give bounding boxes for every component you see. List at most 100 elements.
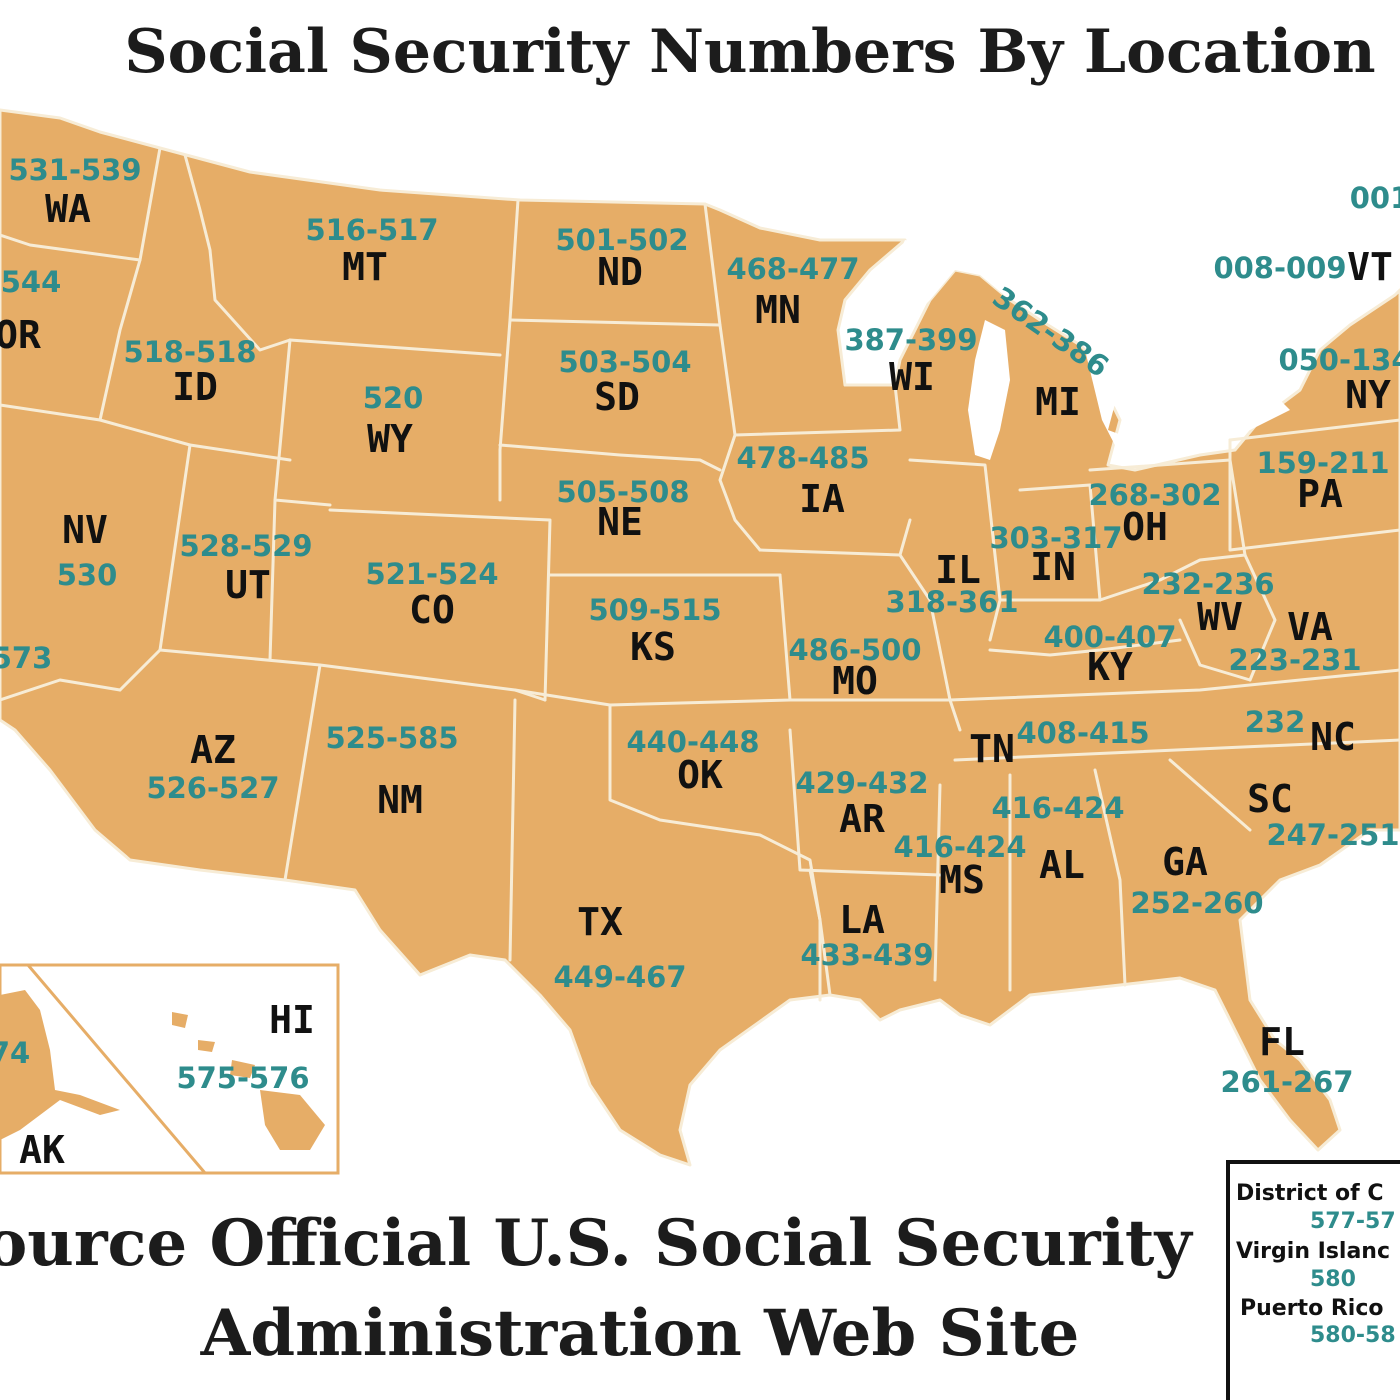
hawaii-maui [230, 1060, 255, 1078]
legend-vi-code: 580 [1310, 1267, 1356, 1292]
state-abbr-wv: WV [1197, 595, 1243, 639]
state-abbr-mt: MT [342, 245, 388, 289]
ssn-range-mn: 468-477 [726, 252, 859, 286]
hawaii-kauai [172, 1012, 188, 1028]
ssn-range-nd: 501-502 [555, 223, 688, 257]
state-abbr-vt: VT [1347, 245, 1393, 289]
state-abbr-fl: FL [1259, 1020, 1305, 1064]
ssn-range-oh: 268-302 [1088, 478, 1221, 512]
state-abbr-or: OR [0, 313, 41, 357]
ssn-range-wy: 520 [363, 381, 424, 415]
ssn-range-mo: 486-500 [788, 633, 921, 667]
state-abbr-id: ID [172, 365, 218, 409]
ssn-range-va: 223-231 [1228, 643, 1361, 677]
state-abbr-in: IN [1030, 545, 1076, 589]
ssn-range-nm: 525-585 [325, 721, 458, 755]
ssn-range-nc: 232 [1245, 705, 1306, 739]
state-abbr-la: LA [839, 898, 885, 942]
state-abbr-hi: HI [269, 998, 315, 1042]
ssn-range-co: 521-524 [365, 557, 498, 591]
state-abbr-sd: SD [594, 375, 640, 419]
ssn-range-ny: 050-134 [1278, 343, 1400, 377]
hawaii-oahu [198, 1040, 215, 1052]
state-abbr-sc: SC [1247, 777, 1293, 821]
ssn-range-mt: 516-517 [305, 213, 438, 247]
ssn-range-il: 318-361 [885, 585, 1018, 619]
hawaii-big-island [260, 1090, 325, 1150]
ssn-range-in: 303-317 [989, 521, 1122, 555]
ssn-range-ms: 416-424 [893, 830, 1026, 864]
ssn-range-vt: 008-009 [1213, 251, 1346, 285]
state-abbr-tx: TX [577, 900, 623, 944]
state-abbr-pa: PA [1297, 472, 1343, 516]
ssn-range-ky: 400-407 [1043, 620, 1176, 654]
ssn-range-wa: 531-539 [8, 153, 141, 187]
ssn-range-ut: 528-529 [179, 529, 312, 563]
ssn-range-or: -544 [0, 265, 61, 299]
state-abbr-oh: OH [1122, 505, 1168, 549]
state-abbr-co: CO [409, 588, 455, 632]
state-abbr-nv: NV [62, 508, 108, 552]
territory-legend: District of C 577-57 Virgin Islanc 580 P… [1226, 1160, 1400, 1400]
ssn-range-id: 518-518 [123, 335, 256, 369]
ssn-range-tn: 408-415 [1016, 716, 1149, 750]
state-abbr-ak: AK [19, 1128, 65, 1172]
state-abbr-nm: NM [377, 778, 423, 822]
inset-box [0, 963, 340, 1175]
state-abbr-mi: MI [1035, 380, 1081, 424]
ssn-range-wi: 387-399 [844, 323, 977, 357]
ssn-range-az: 526-527 [146, 771, 279, 805]
ssn-range-ia: 478-485 [736, 441, 869, 475]
legend-pr-name: Puerto Rico [1240, 1296, 1383, 1321]
ssn-range-fl: 261-267 [1220, 1065, 1353, 1099]
state-abbr-wi: WI [889, 355, 935, 399]
ssn-range-al: 416-424 [991, 791, 1124, 825]
state-abbr-il: IL [935, 548, 981, 592]
state-abbr-va: VA [1287, 605, 1333, 649]
state-abbr-nd: ND [597, 250, 643, 294]
ssn-range-wv: 232-236 [1141, 567, 1274, 601]
us-landmass [0, 108, 1400, 1167]
ssn-range-ar: 429-432 [795, 766, 928, 800]
ssn-range-ne: 505-508 [556, 475, 689, 509]
source-line-2: Administration Web Site [200, 1296, 1080, 1371]
source-line-1: Source Official U.S. Social Security [0, 1206, 1193, 1281]
state-abbr-mn: MN [755, 288, 801, 332]
legend-pr-code: 580-58 [1310, 1323, 1396, 1348]
state-abbr-mo: MO [832, 659, 878, 703]
ssn-range-sc: 247-251 [1266, 818, 1399, 852]
state-abbr-ut: UT [225, 563, 271, 607]
state-abbr-wy: WY [367, 417, 413, 461]
legend-vi-name: Virgin Islanc [1236, 1239, 1390, 1264]
ssn-range-la: 433-439 [800, 938, 933, 972]
state-abbr-ar: AR [839, 797, 885, 841]
alaska-shape [0, 990, 120, 1140]
ssn-range-hi: 575-576 [176, 1061, 309, 1095]
legend-dc-name: District of C [1236, 1181, 1384, 1206]
ssn-range-tx: 449-467 [553, 960, 686, 994]
map-title: Social Security Numbers By Location [124, 17, 1375, 87]
state-abbr-ks: KS [630, 625, 676, 669]
state-abbr-ky: KY [1087, 645, 1133, 689]
ssn-range-ok: 440-448 [626, 725, 759, 759]
ssn-range-sd: 503-504 [558, 345, 691, 379]
ssn-range-me: 001 [1350, 181, 1400, 215]
state-abbr-ok: OK [677, 753, 723, 797]
state-abbr-ia: IA [799, 477, 845, 521]
state-abbr-ne: NE [597, 500, 643, 544]
state-abbr-ny: NY [1345, 373, 1391, 417]
state-abbr-al: AL [1039, 843, 1085, 887]
state-abbr-nc: NC [1310, 715, 1356, 759]
state-abbr-ga: GA [1162, 840, 1208, 884]
state-abbr-az: AZ [190, 728, 236, 772]
legend-dc-code: 577-57 [1310, 1209, 1396, 1234]
ssn-range-ak: 74 [0, 1036, 30, 1070]
state-abbr-ms: MS [939, 858, 985, 902]
ssn-range-pa: 159-211 [1256, 446, 1389, 480]
state-abbr-wa: WA [45, 187, 91, 231]
lake-michigan [968, 320, 1010, 460]
lake-superior [870, 240, 1060, 330]
